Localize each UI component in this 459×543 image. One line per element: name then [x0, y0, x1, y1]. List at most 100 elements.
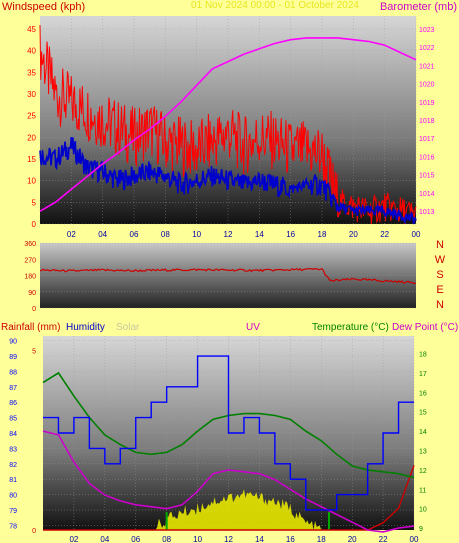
barometer-tick-label: 1017: [419, 136, 435, 143]
humidity-tick-label: 82: [9, 462, 17, 469]
humidity-tick-label: 81: [9, 477, 17, 484]
solar-area: [43, 489, 414, 530]
direction-tick-label: 90: [28, 290, 36, 297]
wind-tick-label: 30: [27, 90, 36, 99]
wind-tick-label: 45: [27, 25, 36, 34]
x-tick-label: 22: [379, 535, 388, 543]
wind-barometer-panel: 0510152025303540451013101410151016101710…: [27, 16, 435, 239]
temperature-tick-label: 18: [419, 351, 427, 358]
temperature-axis-title: Temperature (°C): [312, 322, 389, 333]
uv-axis-title: UV: [246, 322, 260, 333]
rainfall-line: [43, 465, 415, 531]
temperature-tick-label: 17: [419, 371, 427, 378]
compass-label: S: [436, 269, 443, 281]
temp-humidity-panel: 78 79 80 81 82 83 84 85 86 87 88 89 90 0 5 9 10 11 12 13 14 1…: [9, 336, 427, 543]
humidity-tick-label: 88: [9, 369, 17, 376]
x-tick-label: 02: [67, 230, 76, 239]
wind-speed-line: [39, 25, 417, 225]
direction-tick-label: 180: [24, 274, 36, 281]
wind-tick-label: 0: [32, 220, 37, 229]
rainfall-axis-title: Rainfall (mm): [1, 322, 60, 333]
barometer-tick-label: 1022: [419, 45, 435, 52]
humidity-line: [43, 355, 414, 511]
barometer-line: [39, 37, 417, 212]
x-tick-label: 06: [130, 230, 139, 239]
x-tick-label: 12: [224, 535, 233, 543]
wind-axis-title: Windspeed (kph): [2, 1, 85, 13]
temperature-tick-label: 16: [419, 390, 427, 397]
x-tick-label: 00: [412, 230, 421, 239]
compass-label: N: [436, 299, 444, 311]
direction-tick-label: 270: [24, 257, 36, 264]
humidity-tick-label: 84: [9, 431, 17, 438]
x-tick-label: 08: [161, 230, 170, 239]
compass-label: N: [436, 239, 444, 251]
humidity-tick-label: 90: [9, 339, 17, 346]
x-tick-label: 16: [286, 230, 295, 239]
rain-tick-label: 0: [32, 528, 36, 535]
temperature-tick-label: 15: [419, 410, 427, 417]
x-tick-label: 02: [69, 535, 78, 543]
wind-tick-label: 20: [27, 133, 36, 142]
x-tick-label: 06: [131, 535, 140, 543]
x-tick-label: 04: [98, 230, 107, 239]
barometer-tick-label: 1019: [419, 100, 435, 107]
barometer-axis-title: Barometer (mb): [380, 1, 457, 13]
barometer-tick-label: 1018: [419, 118, 435, 125]
temperature-tick-label: 12: [419, 468, 427, 475]
x-tick-label: 14: [255, 535, 264, 543]
humidity-axis-title: Humidity: [66, 322, 105, 333]
barometer-tick-label: 1016: [419, 154, 435, 161]
plot-area: [40, 243, 416, 308]
x-tick-label: 18: [317, 535, 326, 543]
avg-wind-line: [39, 136, 417, 225]
wind-tick-label: 35: [27, 68, 36, 77]
rain-tick-label: 5: [32, 348, 36, 355]
wind-tick-label: 5: [32, 198, 37, 207]
wind-tick-label: 25: [27, 112, 36, 121]
direction-tick-label: 0: [32, 306, 36, 313]
barometer-tick-label: 1020: [419, 82, 435, 89]
barometer-tick-label: 1021: [419, 63, 435, 70]
barometer-tick-label: 1013: [419, 209, 435, 216]
chart-timestamp: 01 Nov 2024 00:00 - 01 October 2024: [191, 0, 359, 11]
x-tick-label: 08: [162, 535, 171, 543]
humidity-tick-label: 87: [9, 385, 17, 392]
humidity-tick-label: 80: [9, 493, 17, 500]
humidity-tick-label: 85: [9, 416, 17, 423]
temperature-tick-label: 13: [419, 448, 427, 455]
solar-axis-title: Solar: [116, 322, 140, 333]
x-tick-label: 10: [192, 230, 201, 239]
x-tick-label: 04: [100, 535, 109, 543]
wind-tick-label: 10: [27, 177, 36, 186]
x-tick-label: 10: [193, 535, 202, 543]
dewpoint-axis-title: Dew Point (°C): [392, 322, 458, 333]
temperature-tick-label: 9: [419, 526, 423, 533]
humidity-tick-label: 86: [9, 400, 17, 407]
humidity-tick-label: 89: [9, 354, 17, 361]
barometer-tick-label: 1015: [419, 173, 435, 180]
x-tick-label: 16: [286, 535, 295, 543]
compass-label: W: [435, 254, 446, 266]
x-tick-label: 12: [224, 230, 233, 239]
x-tick-label: 20: [348, 535, 357, 543]
humidity-tick-label: 79: [9, 508, 17, 515]
x-tick-label: 14: [255, 230, 264, 239]
humidity-tick-label: 83: [9, 446, 17, 453]
dewpoint-line: [42, 430, 415, 533]
x-tick-label: 22: [380, 230, 389, 239]
barometer-tick-label: 1023: [419, 27, 435, 34]
x-tick-label: 00: [410, 535, 419, 543]
temperature-tick-label: 11: [419, 487, 426, 494]
direction-tick-label: 360: [24, 241, 36, 248]
x-tick-label: 18: [318, 230, 327, 239]
humidity-tick-label: 78: [9, 523, 17, 530]
wind-tick-label: 15: [27, 155, 36, 164]
wind-tick-label: 40: [27, 47, 36, 56]
barometer-tick-label: 1014: [419, 191, 435, 198]
plot-area: [40, 16, 416, 224]
x-tick-label: 20: [349, 230, 358, 239]
